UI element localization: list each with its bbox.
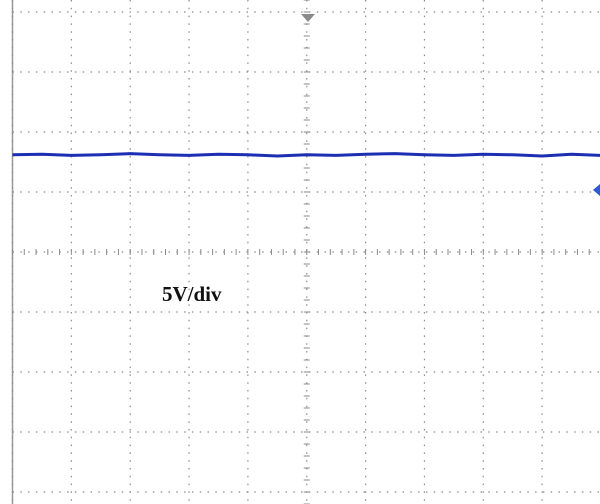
- volts-per-div-label: 5V/div: [162, 282, 222, 306]
- trace-layer: [12, 152, 600, 158]
- grid: [11, 0, 600, 504]
- trigger-position-marker: [301, 14, 315, 22]
- trigger-level-marker: [593, 184, 600, 196]
- trace: [12, 152, 600, 158]
